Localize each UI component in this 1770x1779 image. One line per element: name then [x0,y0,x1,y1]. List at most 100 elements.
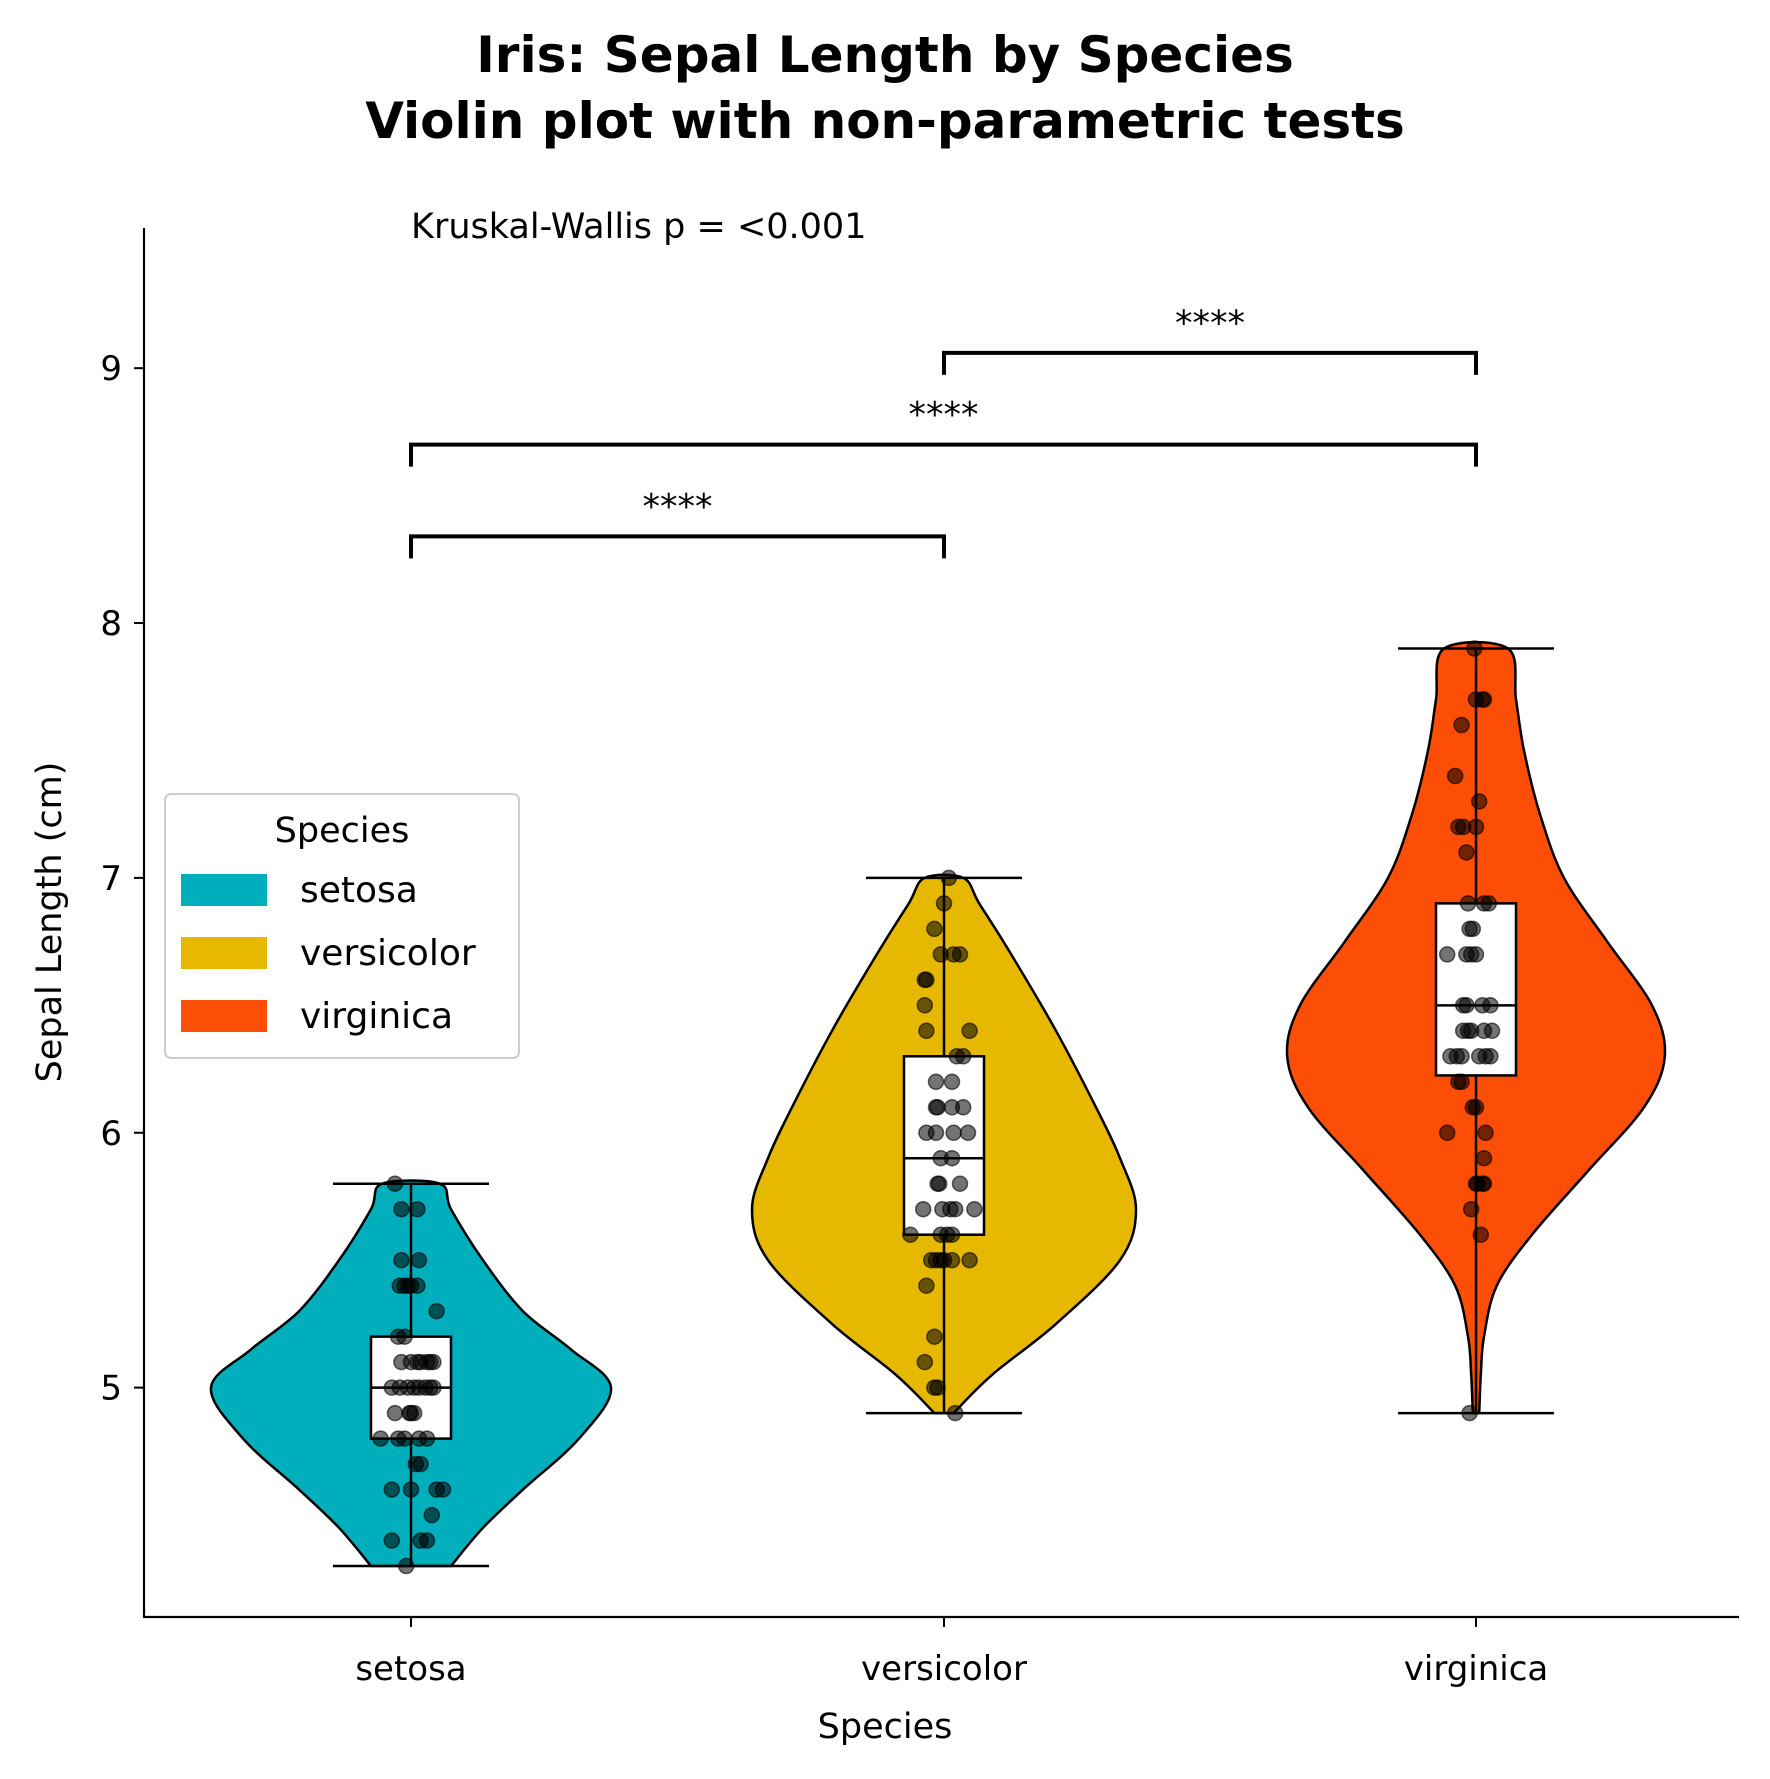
data-point [393,1200,410,1218]
data-point [410,1251,428,1269]
legend-swatch-virginica [181,1000,267,1032]
data-point [1453,1073,1470,1091]
data-point [902,1226,919,1243]
data-point [914,1200,932,1218]
data-point [396,1430,413,1447]
x-tick-label: virginica [1404,1649,1549,1689]
data-point [1453,1048,1470,1065]
data-point [418,1430,436,1447]
data-point [1446,767,1464,785]
data-point [961,1251,978,1269]
data-point [927,1073,945,1091]
data-point [918,1277,935,1294]
data-point [425,1353,442,1371]
data-point [954,1048,972,1065]
y-tick-label: 8 [100,604,122,644]
data-point [386,1175,404,1192]
data-point [428,1302,445,1320]
data-point [409,1200,426,1218]
data-point [1472,1226,1490,1243]
x-ticks: setosa versicolor virginica [355,1617,1548,1689]
significance-brackets: **** **** **** [409,304,1478,559]
data-point [383,1532,401,1549]
data-point [929,1099,946,1116]
data-point [418,1532,436,1549]
data-point [1438,1124,1456,1142]
data-point [405,1404,423,1422]
data-point [1475,1175,1493,1192]
x-axis-label: Species [818,1707,953,1747]
significance-label: **** [643,487,713,527]
data-point [966,1200,983,1218]
bracket-setosa-virginica [409,442,1478,467]
data-point [1475,691,1493,708]
y-ticks: 5 6 7 8 9 [100,349,144,1409]
data-point [393,1251,410,1269]
y-tick-label: 5 [100,1369,122,1409]
data-point [943,1251,961,1269]
data-point [930,1175,948,1192]
legend-label-virginica: virginica [300,996,453,1037]
legend: Species setosa versicolor virginica [164,793,520,1059]
data-point [926,920,943,938]
data-point [918,1022,935,1040]
data-point [1482,1048,1499,1065]
data-point [926,1328,943,1345]
data-point [1482,997,1499,1014]
data-point [943,1149,961,1167]
bracket-versicolor-virginica [942,350,1478,375]
data-point [1459,895,1477,912]
data-point [1467,818,1485,836]
legend-label-setosa: setosa [300,870,418,911]
data-point [951,1175,969,1192]
data-point [943,1073,961,1091]
legend-title: Species [275,811,410,851]
data-point [396,1328,413,1345]
data-point [1461,1404,1478,1422]
data-point [1464,920,1482,938]
data-point [1470,793,1488,810]
data-point [945,1124,962,1142]
data-point [1467,1099,1485,1116]
data-point [1438,946,1456,963]
data-point [943,1226,961,1243]
data-point [1483,1022,1501,1040]
y-tick-label: 7 [100,859,122,899]
data-point [383,1481,401,1498]
data-point [1466,640,1483,657]
data-point [1475,1149,1493,1167]
bracket-setosa-versicolor [409,534,946,559]
data-point [1480,895,1498,912]
data-point [1467,946,1485,963]
data-point [940,869,958,887]
data-point [423,1506,441,1524]
y-tick-label: 6 [100,1114,122,1154]
chart-title-line-2: Violin plot with non-parametric tests [365,92,1405,150]
data-point [425,1379,442,1396]
data-point [959,1124,977,1142]
legend-swatch-versicolor [181,937,267,969]
y-tick-label: 9 [100,349,122,389]
data-point [412,1455,429,1473]
data-point [1458,997,1475,1014]
data-point [946,1404,964,1422]
data-point [1458,844,1475,861]
data-point [954,1099,972,1116]
data-point [918,971,935,989]
data-point [951,946,969,963]
data-point [409,1277,426,1294]
chart-title-line-1: Iris: Sepal Length by Species [476,26,1294,84]
data-point [946,1200,964,1218]
kruskal-wallis-annotation: Kruskal-Wallis p = <0.001 [411,207,866,247]
data-point [927,1124,945,1142]
data-point [434,1481,452,1498]
points-layer [372,640,1501,1575]
data-point [397,1557,415,1575]
data-point [386,1404,404,1422]
data-point [372,1430,389,1447]
data-point [1462,1200,1480,1218]
legend-swatch-setosa [181,874,267,906]
data-point [929,1379,946,1396]
